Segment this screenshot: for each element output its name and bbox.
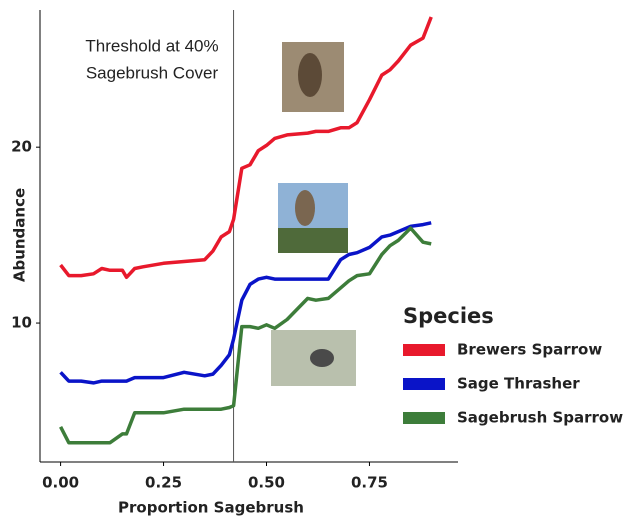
annotation: Threshold at 40% xyxy=(85,36,218,55)
legend-label: Brewers Sparrow xyxy=(457,341,602,359)
annotation: Sagebrush Cover xyxy=(86,63,219,82)
page: Threshold at 40% Sagebrush Cover Proport… xyxy=(0,0,633,519)
chart: Threshold at 40% Sagebrush Cover Proport… xyxy=(0,0,633,519)
x-tick-label: 0.00 xyxy=(42,474,79,492)
legend-title: Species xyxy=(403,304,494,328)
legend-label: Sage Thrasher xyxy=(457,375,580,393)
shrub-shape xyxy=(278,228,348,253)
bird-photos xyxy=(271,42,356,386)
x-tick-label: 0.25 xyxy=(145,474,182,492)
x-axis-title: Proportion Sagebrush xyxy=(118,499,304,517)
x-tick-label: 0.50 xyxy=(248,474,285,492)
y-tick-label: 10 xyxy=(11,314,32,332)
x-tick-label: 0.75 xyxy=(351,474,388,492)
bird-shape xyxy=(298,53,322,97)
legend-label: Sagebrush Sparrow xyxy=(457,409,623,427)
y-tick-label: 20 xyxy=(11,138,32,156)
legend-swatch xyxy=(403,344,445,356)
bird-shape xyxy=(295,190,315,226)
y-axis-title: Abundance xyxy=(11,188,29,282)
legend-swatch xyxy=(403,412,445,424)
bird-shape xyxy=(310,349,334,367)
legend-swatch xyxy=(403,378,445,390)
